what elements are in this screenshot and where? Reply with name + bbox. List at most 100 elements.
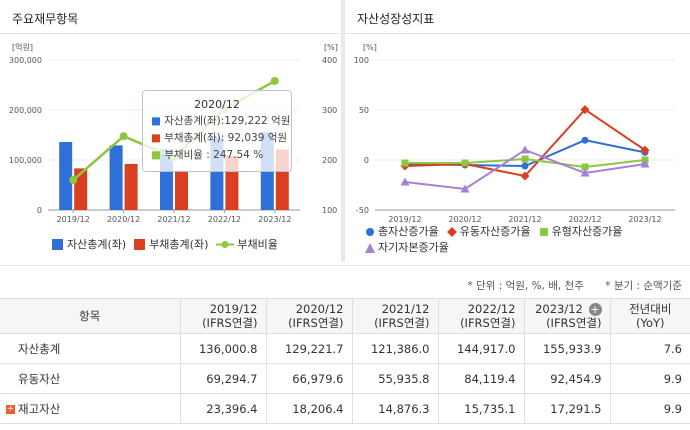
period-note: * 분기 : 순액기준 bbox=[605, 280, 682, 292]
financial-table: 항목 2019/12 (IFRS연결) 2020/12 (IFRS연결) 2021/… bbox=[0, 298, 690, 424]
triangle-marker-icon bbox=[365, 243, 375, 253]
point-marker bbox=[580, 168, 590, 177]
square-marker-icon bbox=[539, 228, 548, 236]
legend-item-debt-ratio[interactable]: 부채비율 bbox=[216, 236, 278, 252]
financial-items-legend: 자산총계(좌) 부채총계(좌) 부채비율 bbox=[52, 236, 286, 252]
bar-assets bbox=[59, 141, 73, 210]
bar-assets bbox=[109, 145, 123, 210]
legend-item-tangible-asset-growth[interactable]: 유형자산증가율 bbox=[539, 224, 622, 240]
tooltip-row-assets: ■ 자산총계(좌):129,222 억원 bbox=[151, 115, 291, 127]
expand-icon[interactable]: + bbox=[6, 403, 15, 414]
line-marker-icon bbox=[216, 240, 235, 248]
legend-item-equity-growth[interactable]: 자기자본증가율 bbox=[365, 240, 449, 256]
panel-divider-line bbox=[0, 33, 340, 34]
point-marker bbox=[640, 145, 650, 155]
x-tick-label: 2022/12 bbox=[208, 215, 241, 224]
diamond-marker-icon bbox=[446, 227, 457, 237]
point-marker bbox=[461, 159, 469, 167]
point-debt-ratio bbox=[270, 77, 279, 85]
header-period: 2023/12 + (IFRS연결) bbox=[523, 298, 611, 334]
point-marker bbox=[401, 159, 409, 167]
add-column-icon[interactable]: + bbox=[588, 303, 602, 316]
table-cell: 69,294.7 bbox=[179, 363, 267, 394]
tooltip-row-liabilities: ■ 부채총계(좌): 92,039 억원 bbox=[151, 132, 288, 144]
bar-liabilities bbox=[124, 163, 138, 210]
unit-note: * 단위 : 억원, %, 배, 천주 bbox=[467, 280, 584, 292]
tooltip-row-debt-ratio: ■ 부채비율 : 247.54 % bbox=[151, 149, 264, 161]
x-tick-label: 2019/12 bbox=[388, 215, 421, 224]
table-cell-yoy: 7.6 bbox=[609, 333, 690, 364]
table-cell: 84,119.4 bbox=[437, 363, 525, 394]
y-right-tick-label: 300 bbox=[322, 106, 337, 115]
point-marker bbox=[400, 177, 410, 186]
legend-item-current-asset-growth[interactable]: 유동자산증가율 bbox=[446, 224, 531, 240]
bar-liabilities bbox=[74, 168, 88, 210]
legend-item-liabilities[interactable]: 부채총계(좌) bbox=[134, 236, 208, 252]
left-axis-unit: [억원] bbox=[12, 42, 33, 52]
table-cell: 155,933.9 bbox=[523, 333, 611, 364]
x-tick-label: 2023/12 bbox=[258, 215, 291, 224]
header-yoy: 전년대비 (YoY) bbox=[609, 298, 690, 334]
table-cell-yoy: 9.9 bbox=[609, 363, 690, 394]
circle-marker-icon bbox=[366, 228, 374, 236]
y-tick-label: 50 bbox=[359, 106, 369, 115]
financial-items-title: 주요재무항목 bbox=[12, 12, 79, 26]
legend-item-assets[interactable]: 자산총계(좌) bbox=[52, 236, 126, 252]
point-marker bbox=[581, 136, 589, 144]
point-marker bbox=[460, 184, 470, 193]
table-row: 유동자산 69,294.7 66,979.6 55,935.8 84,119.4… bbox=[0, 363, 690, 394]
point-debt-ratio bbox=[119, 132, 128, 141]
y-left-tick-label: 0 bbox=[37, 206, 42, 215]
point-marker bbox=[640, 159, 650, 168]
table-cell: 121,386.0 bbox=[351, 333, 439, 364]
panel-separator bbox=[341, 0, 345, 262]
asset-growth-legend: 총자산증가율 유동자산증가율 유형자산증가율 자기자본증가율 bbox=[365, 224, 685, 256]
x-tick-label: 2021/12 bbox=[508, 215, 541, 224]
y-tick-label: 0 bbox=[364, 156, 369, 165]
x-tick-label: 2022/12 bbox=[568, 215, 601, 224]
asset-growth-title: 자산성장성지표 bbox=[357, 12, 435, 26]
row-label: 유동자산 bbox=[0, 363, 181, 394]
legend-item-total-asset-growth[interactable]: 총자산증가율 bbox=[365, 224, 439, 240]
y-right-tick-label: 400 bbox=[322, 56, 337, 65]
x-tick-label: 2021/12 bbox=[157, 215, 190, 224]
table-cell: 136,000.8 bbox=[179, 333, 267, 364]
x-tick-label: 2019/12 bbox=[57, 215, 90, 224]
chart-tooltip: 2020/12 ■ 자산총계(좌):129,222 억원 ■ 부채총계(좌): … bbox=[142, 90, 292, 172]
financial-items-panel: 주요재무항목 [억원] [%] 300,000 200,000 100,000 0 400 3… bbox=[0, 0, 340, 262]
header-item: 항목 bbox=[0, 298, 181, 334]
point-debt-ratio bbox=[69, 176, 78, 184]
point-marker bbox=[581, 163, 589, 171]
y-right-tick-label: 100 bbox=[322, 206, 337, 215]
point-marker bbox=[580, 105, 590, 115]
header-period: 2022/12 (IFRS연결) bbox=[437, 298, 525, 334]
table-cell: 14,876.3 bbox=[351, 393, 439, 424]
row-label-expandable[interactable]: + 재고자산 bbox=[0, 393, 181, 424]
row-label: 자산총계 bbox=[0, 333, 181, 364]
table-cell: 92,454.9 bbox=[523, 363, 611, 394]
tooltip-title: 2020/12 bbox=[194, 98, 240, 111]
table-header-row: 항목 2019/12 (IFRS연결) 2020/12 (IFRS연결) 2021/… bbox=[0, 298, 690, 334]
point-marker bbox=[520, 171, 530, 181]
table-cell: 129,221.7 bbox=[265, 333, 353, 364]
header-period: 2021/12 (IFRS연결) bbox=[351, 298, 439, 334]
table-cell: 15,735.1 bbox=[437, 393, 525, 424]
header-period: 2020/12 (IFRS연결) bbox=[265, 298, 353, 334]
asset-growth-chart: [%] 100 50 0 -50 2019/12 2020/12 2021/12 2022/12… bbox=[354, 43, 675, 224]
right-axis-unit: [%] bbox=[324, 43, 338, 52]
table-row: 자산총계 136,000.8 129,221.7 121,386.0 144,9… bbox=[0, 333, 690, 364]
axis-unit: [%] bbox=[363, 43, 377, 52]
y-left-tick-label: 300,000 bbox=[9, 56, 42, 65]
table-cell: 55,935.8 bbox=[351, 363, 439, 394]
x-tick-label: 2020/12 bbox=[107, 215, 140, 224]
point-marker bbox=[521, 155, 529, 163]
x-tick-label: 2023/12 bbox=[628, 215, 661, 224]
y-tick-label: -50 bbox=[356, 206, 369, 215]
point-marker bbox=[521, 162, 529, 170]
table-cell: 144,917.0 bbox=[437, 333, 525, 364]
table-cell: 17,291.5 bbox=[523, 393, 611, 424]
table-cell: 23,396.4 bbox=[179, 393, 267, 424]
table-row: + 재고자산 23,396.4 18,206.4 14,876.3 15,735.… bbox=[0, 393, 690, 424]
x-tick-label: 2020/12 bbox=[448, 215, 481, 224]
header-period: 2019/12 (IFRS연결) bbox=[179, 298, 267, 334]
